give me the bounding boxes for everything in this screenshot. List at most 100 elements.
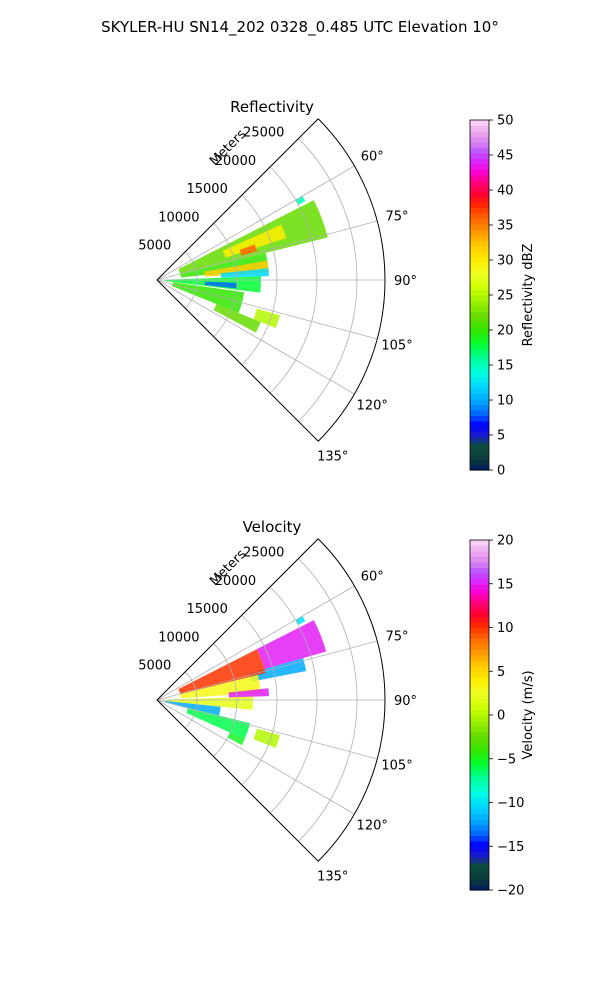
colorbar-segment [470, 229, 489, 236]
colorbar-segment [470, 267, 489, 274]
colorbar-segment [470, 791, 489, 798]
colorbar-tick-label: 0 [497, 464, 505, 479]
radius-tick-label: 10000 [158, 210, 199, 225]
colorbar-segment [470, 169, 489, 176]
colorbar-segment [470, 769, 489, 776]
colorbar-segment [470, 453, 489, 460]
colorbar-segment [470, 333, 489, 340]
colorbar-segment [470, 862, 489, 869]
echo-region [213, 303, 261, 333]
echo-region [164, 700, 221, 716]
reflectivity-panel: Reflectivity60°75°90°105°120°135°5000100… [138, 98, 536, 479]
colorbar-segment [470, 415, 489, 422]
colorbar-segment [470, 158, 489, 165]
colorbar-tick-label: −10 [497, 796, 524, 811]
azimuth-spoke [156, 220, 378, 281]
colorbar-segment [470, 578, 489, 585]
colorbar-segment [470, 736, 489, 743]
figure-title: SKYLER-HU SN14_202 0328_0.485 UTC Elevat… [101, 18, 499, 37]
colorbar-segment [470, 180, 489, 187]
angle-tick-label: 120° [357, 818, 388, 833]
colorbar-segment [470, 420, 489, 427]
colorbar-segment [470, 857, 489, 864]
azimuth-spoke [156, 585, 355, 701]
colorbar-segment [470, 671, 489, 678]
panel-title: Reflectivity [230, 98, 314, 116]
colorbar-tick-label: −15 [497, 840, 524, 855]
angle-tick-label: 105° [381, 758, 412, 773]
colorbar-segment [470, 742, 489, 749]
colorbar-segment [470, 196, 489, 203]
colorbar-segment [470, 764, 489, 771]
colorbar-segment [470, 398, 489, 405]
colorbar-segment [470, 835, 489, 842]
colorbar-segment [470, 818, 489, 825]
colorbar-segment [470, 240, 489, 247]
colorbar-tick-label: 45 [497, 149, 514, 164]
echo-region [253, 308, 281, 328]
colorbar-segment [470, 316, 489, 323]
colorbar-segment [470, 278, 489, 285]
echo-region [186, 707, 251, 740]
angle-tick-label: 75° [386, 630, 409, 645]
colorbar-segment [470, 616, 489, 623]
colorbar-segment [470, 715, 489, 722]
colorbar-segment [470, 262, 489, 269]
colorbar-segment [470, 807, 489, 815]
colorbar-segment [470, 207, 489, 214]
angle-tick-label: 60° [361, 570, 384, 585]
echo-layer [164, 616, 327, 748]
colorbar-tick-label: 20 [497, 534, 514, 549]
azimuth-spoke [156, 699, 355, 815]
angle-tick-label: 120° [357, 398, 388, 413]
colorbar-segment [470, 868, 489, 875]
colorbar-segment [470, 840, 489, 847]
colorbar-segment [470, 289, 489, 296]
echo-region [295, 196, 306, 205]
colorbar-segment [470, 660, 489, 667]
colorbar-segment [470, 426, 489, 433]
colorbar-segment [470, 355, 489, 362]
colorbar-segment [470, 873, 489, 880]
colorbar-segment [470, 459, 489, 466]
colorbar: 0 5 10 15 20 25 30 35 40 45 50 Reflectivity dBZ [469, 114, 536, 479]
colorbar-segment [470, 387, 489, 395]
colorbar-segment [470, 802, 489, 809]
colorbar-tick-label: 5 [497, 665, 505, 680]
colorbar-tick-label: 5 [497, 429, 505, 444]
echo-region [222, 224, 287, 258]
radius-tick-label: 5000 [138, 659, 171, 674]
colorbar-segment [470, 851, 489, 858]
colorbar-tick-label: −5 [497, 752, 516, 767]
angle-tick-label: 60° [361, 150, 384, 165]
angle-tick-label: 75° [386, 210, 409, 225]
radius-tick-label: 15000 [186, 602, 227, 617]
colorbar-segment [470, 322, 489, 329]
colorbar-segment [470, 409, 489, 416]
colorbar-segment [470, 191, 489, 198]
colorbar-segment [470, 731, 489, 738]
colorbar-segment [470, 174, 489, 181]
azimuth-spoke [156, 699, 378, 760]
colorbar-segment [470, 682, 489, 689]
colorbar-segment [470, 431, 489, 438]
colorbar-segment [470, 442, 489, 449]
polar-grid [156, 558, 385, 842]
colorbar-segment [470, 540, 489, 547]
colorbar-segment [470, 251, 489, 258]
colorbar-segment [470, 846, 489, 853]
colorbar-segment [470, 464, 489, 471]
colorbar-segment [470, 256, 489, 263]
colorbar-tick-label: 35 [497, 219, 514, 234]
colorbar-segment [470, 448, 489, 455]
colorbar-segment [470, 125, 489, 132]
colorbar-segment [470, 212, 489, 220]
colorbar-segment [470, 371, 489, 378]
colorbar-segment [470, 273, 489, 280]
colorbar-segment [470, 202, 489, 209]
colorbar-segment [470, 366, 489, 373]
echo-region [295, 616, 306, 625]
colorbar-segment [470, 120, 489, 127]
colorbar-segment [470, 786, 489, 793]
colorbar-segment [470, 780, 489, 787]
